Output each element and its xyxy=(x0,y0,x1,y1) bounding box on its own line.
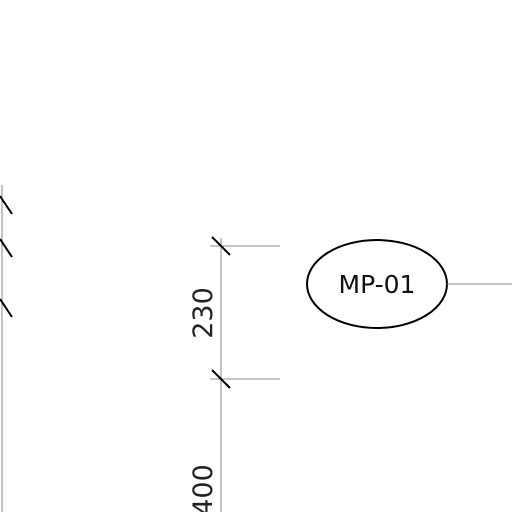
left-tick-mark xyxy=(0,238,13,258)
vertical-dimension-chain: 230 400 xyxy=(188,236,280,512)
left-tick-mark xyxy=(0,298,13,318)
tick-mark-top xyxy=(211,236,231,256)
tick-mark-bottom xyxy=(211,369,231,389)
left-tick-mark xyxy=(0,195,13,215)
left-dimension-chain xyxy=(0,185,13,512)
dimension-label-400: 400 xyxy=(188,464,219,512)
equipment-tag: MP-01 xyxy=(306,239,512,329)
dimension-label-230: 230 xyxy=(188,287,219,339)
tag-label: MP-01 xyxy=(339,270,416,299)
